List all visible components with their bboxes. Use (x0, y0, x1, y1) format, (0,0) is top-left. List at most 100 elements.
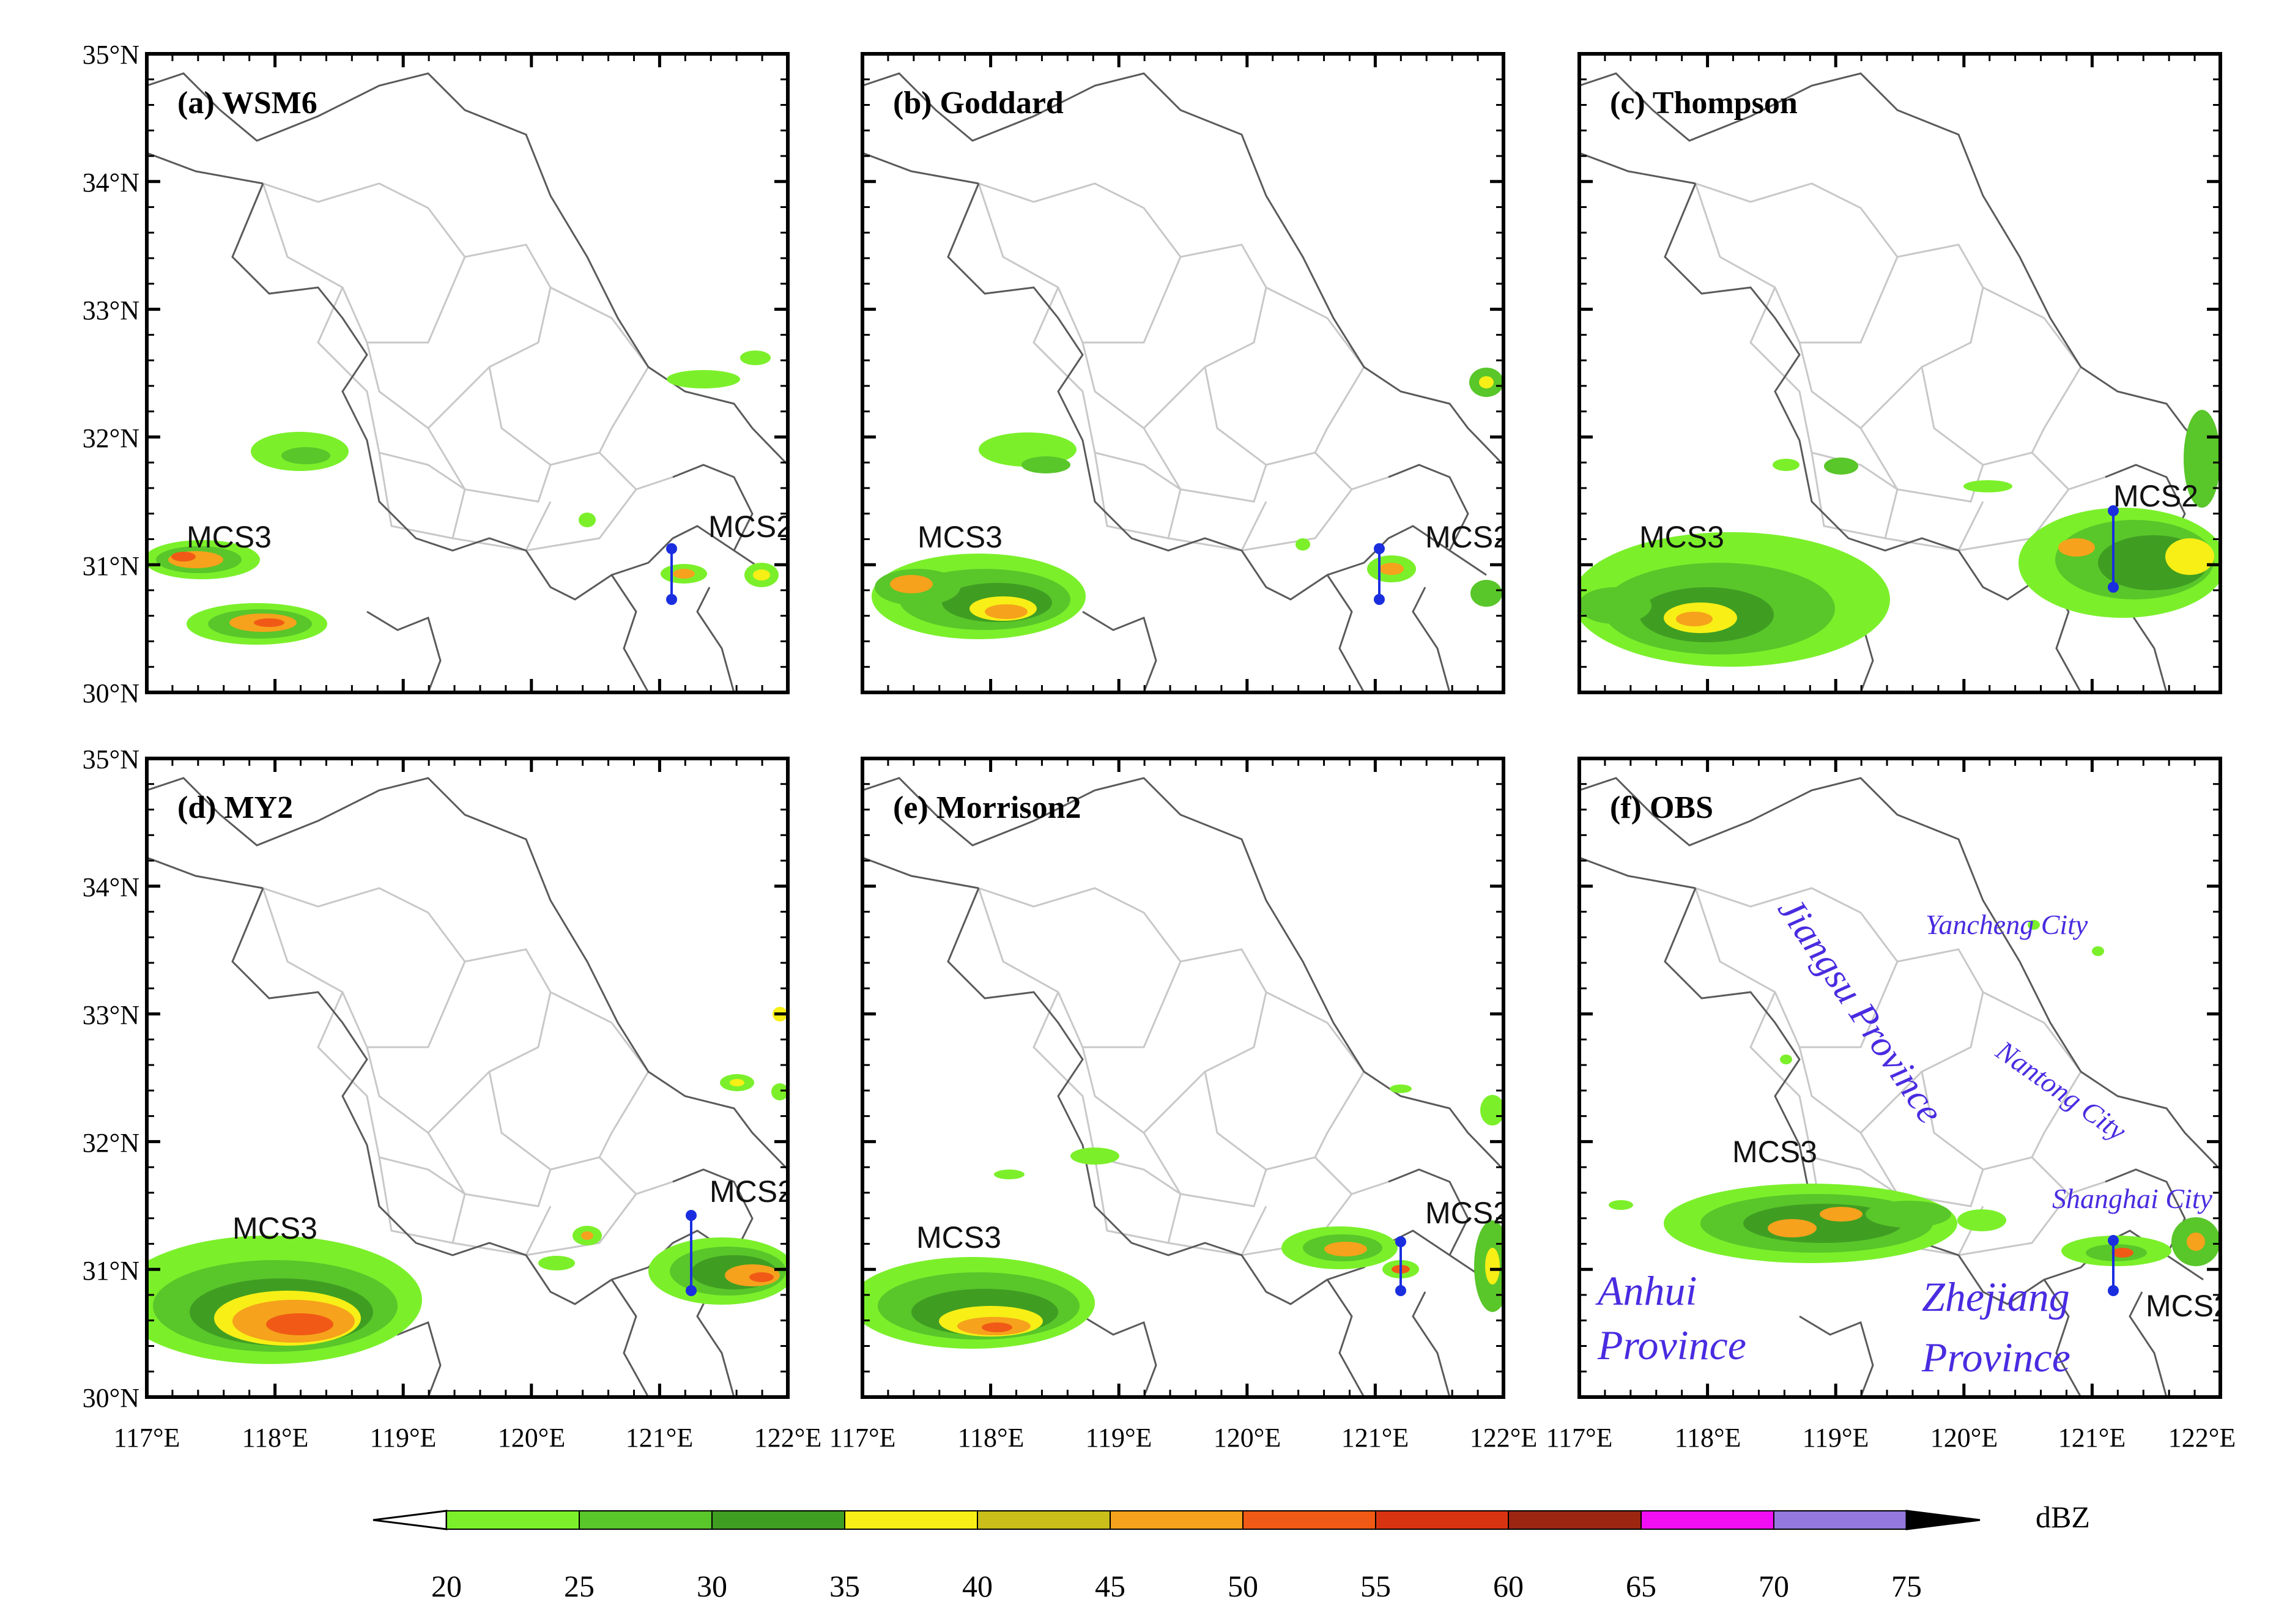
panel-title: (e) Morrison2 (893, 790, 1081, 825)
province-borders (262, 887, 673, 1256)
lon-label: 119°E (1803, 1423, 1869, 1453)
lon-label: 120°E (1214, 1423, 1281, 1453)
colorbar-level-label: 75 (1891, 1569, 1922, 1603)
panel-a-map: MCS3 MCS2 (a) WSM6 (147, 72, 793, 692)
colorbar-swatch (1110, 1510, 1244, 1530)
lon-label: 118°E (242, 1423, 309, 1453)
panel-frame (145, 757, 790, 1399)
lon-label: 118°E (958, 1423, 1025, 1453)
panel-f: MCS3 MCS2 (f) OBS Jiangsu Province Yanch… (1577, 757, 2231, 1399)
mcs2-label: MCS2 (1425, 1196, 1510, 1230)
mcs3-label: MCS3 (187, 520, 272, 554)
colorbar-level-label: 40 (962, 1569, 993, 1603)
lon-label: 117°E (829, 1423, 896, 1453)
lat-labels-top: 35°N 34°N 33°N 32°N 31°N 30°N (83, 40, 139, 708)
lat-label: 31°N (83, 1256, 139, 1286)
mcs2-label: MCS2 (710, 1174, 795, 1209)
lat-label: 31°N (83, 551, 139, 581)
panel-e-map: MCS3 MCS2 (e) Morrison2 (862, 777, 1510, 1397)
province-borders (977, 887, 1389, 1256)
annotation-jiangsu-province: Jiangsu Province (1770, 890, 1951, 1131)
mcs2-transect (2108, 1235, 2119, 1296)
lon-label: 122°E (1470, 1423, 1537, 1453)
panel-frame (145, 52, 790, 694)
colorbar-level-label: 50 (1228, 1569, 1258, 1603)
colorbar-swatch (1375, 1510, 1509, 1530)
panel-ticks (1577, 757, 2222, 1399)
panel-d: MCS3 MCS2 (d) MY2 (145, 757, 795, 1399)
mcs2-transect (686, 1210, 697, 1296)
radar-echoes (1609, 920, 2220, 1266)
colorbar-swatch (1508, 1510, 1642, 1530)
colorbar-level-label: 70 (1759, 1569, 1789, 1603)
annotation-nantong-city: Nantong City (1990, 1034, 2132, 1147)
mcs2-transect (2108, 505, 2119, 593)
colorbar-swatch (446, 1510, 580, 1530)
annotation-zhejiang-province: Province (1921, 1334, 2070, 1381)
panel-c-map: MCS3 MCS2 (c) Thompson (1579, 72, 2220, 692)
panel-title: (f) OBS (1610, 790, 1713, 825)
lon-label: 122°E (754, 1423, 821, 1453)
lon-label: 120°E (1930, 1423, 1998, 1453)
lon-label: 121°E (1341, 1423, 1409, 1453)
lat-label: 35°N (83, 40, 139, 70)
annotation-yancheng-city: Yancheng City (1926, 909, 2088, 940)
panel-b: MCS3 MCS2 (b) Goddard (861, 52, 1510, 694)
lon-label: 121°E (626, 1423, 693, 1453)
panel-frame (1577, 757, 2222, 1399)
panel-title: (d) MY2 (177, 790, 293, 825)
radar-echoes (147, 1007, 788, 1364)
panel-ticks (861, 52, 1505, 694)
lat-label: 32°N (83, 423, 139, 453)
colorbar-level-label: 35 (829, 1569, 860, 1603)
panel-c: MCS3 MCS2 (c) Thompson (1577, 52, 2222, 694)
colorbar-swatch (711, 1510, 845, 1530)
province-borders (977, 182, 1389, 552)
lon-label: 117°E (114, 1423, 180, 1453)
panel-title: (a) WSM6 (177, 86, 317, 121)
panel-ticks (145, 757, 790, 1399)
colorbar-swatch (844, 1510, 978, 1530)
panel-frame (861, 52, 1505, 694)
mcs2-label: MCS2 (2146, 1289, 2231, 1323)
colorbar-level-label: 60 (1493, 1569, 1524, 1603)
panel-title: (b) Goddard (893, 86, 1064, 121)
panel-a: MCS3 MCS2 (a) WSM6 (145, 52, 793, 694)
colorbar-high-extend (1905, 1510, 1981, 1530)
colorbar-swatch (1242, 1510, 1376, 1530)
panel-frame (1577, 52, 2222, 694)
mcs3-label: MCS3 (1732, 1135, 1817, 1169)
mcs2-label: MCS2 (1425, 520, 1510, 554)
lat-label: 34°N (83, 168, 139, 198)
mcs2-label: MCS2 (708, 510, 793, 544)
lon-labels-left: 117°E 118°E 119°E 120°E 121°E 122°E (114, 1423, 822, 1453)
colorbar-swatch (1773, 1510, 1907, 1530)
mcs3-label: MCS3 (232, 1211, 317, 1245)
colorbar: 20 25 30 35 40 45 50 55 60 65 70 75 (373, 1510, 1981, 1603)
lat-label: 33°N (83, 295, 139, 325)
coastline-outline (147, 72, 788, 692)
lon-label: 119°E (370, 1423, 437, 1453)
province-borders (262, 182, 673, 552)
colorbar-swatch (579, 1510, 713, 1530)
panel-f-map: MCS3 MCS2 (f) OBS Jiangsu Province Yanch… (1579, 777, 2231, 1397)
lat-label: 34°N (83, 872, 139, 902)
lon-label: 121°E (2058, 1423, 2126, 1453)
colorbar-level-label: 25 (564, 1569, 595, 1603)
radar-echoes (1579, 410, 2220, 667)
mcs3-label: MCS3 (917, 520, 1003, 554)
mcs2-label: MCS2 (2113, 479, 2198, 513)
radar-echoes (872, 368, 1503, 639)
colorbar-swatch (977, 1510, 1111, 1530)
annotation-shanghai-city: Shanghai City (2052, 1183, 2213, 1214)
province-borders (1694, 182, 2106, 552)
lon-label: 118°E (1675, 1423, 1741, 1453)
panel-ticks (145, 52, 790, 694)
mcs2-transect (1374, 543, 1385, 605)
panel-b-map: MCS3 MCS2 (b) Goddard (862, 72, 1510, 692)
lat-label: 35°N (83, 744, 139, 774)
lat-label: 32°N (83, 1128, 139, 1158)
mcs2-transect (666, 543, 677, 605)
lat-label: 30°N (83, 1383, 139, 1413)
